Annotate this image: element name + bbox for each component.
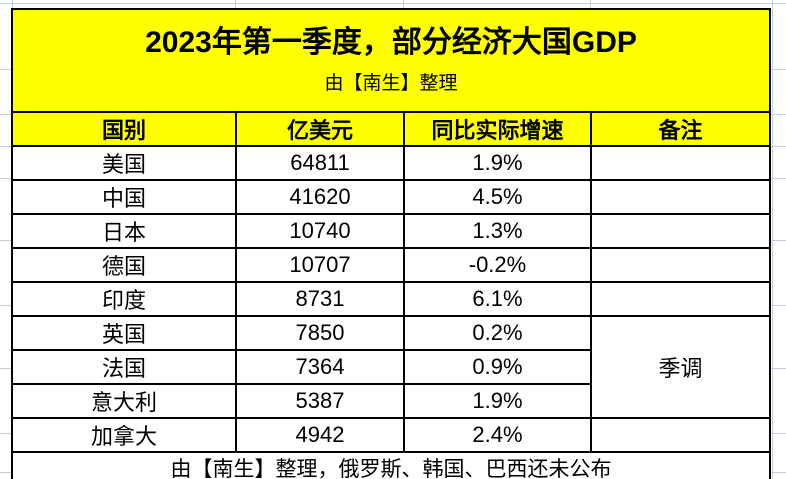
country-cell: 中国 bbox=[11, 179, 237, 215]
table-row: 日本 10740 1.3% bbox=[11, 213, 771, 249]
growth-cell: 1.9% bbox=[403, 383, 592, 419]
excel-gridline bbox=[0, 3, 786, 4]
table-title: 2023年第一季度，部分经济大国GDP bbox=[145, 26, 637, 59]
gdp-table: 2023年第一季度，部分经济大国GDP 由【南生】整理 国别 亿美元 同比实际增… bbox=[11, 8, 771, 479]
column-header-growth: 同比实际增速 bbox=[403, 111, 592, 147]
column-header-country: 国别 bbox=[11, 111, 237, 147]
note-cell bbox=[590, 213, 771, 249]
country-cell: 加拿大 bbox=[11, 417, 237, 453]
growth-cell: 1.9% bbox=[403, 145, 592, 181]
country-cell: 英国 bbox=[11, 315, 237, 351]
note-cell bbox=[590, 145, 771, 181]
note-cell bbox=[590, 247, 771, 283]
growth-cell: -0.2% bbox=[403, 247, 592, 283]
note-merged-cell: 季调 bbox=[590, 315, 771, 419]
growth-cell: 0.9% bbox=[403, 349, 592, 385]
note-cell bbox=[590, 179, 771, 215]
excel-gridline bbox=[772, 0, 773, 479]
table-row: 美国 64811 1.9% bbox=[11, 145, 771, 181]
gdp-cell: 7850 bbox=[235, 315, 405, 351]
growth-cell: 6.1% bbox=[403, 281, 592, 317]
growth-cell: 2.4% bbox=[403, 417, 592, 453]
table-row: 印度 8731 6.1% bbox=[11, 281, 771, 317]
growth-cell: 0.2% bbox=[403, 315, 592, 351]
gdp-cell: 7364 bbox=[235, 349, 405, 385]
gdp-cell: 5387 bbox=[235, 383, 405, 419]
gdp-cell: 41620 bbox=[235, 179, 405, 215]
table-row: 意大利 5387 1.9% bbox=[11, 383, 770, 419]
table-row: 中国 41620 4.5% bbox=[11, 179, 771, 215]
column-header-note: 备注 bbox=[590, 111, 771, 147]
footer-row: 由【南生】整理，俄罗斯、韩国、巴西还未公布 bbox=[11, 451, 771, 479]
country-cell: 意大利 bbox=[11, 383, 237, 419]
table-footer: 由【南生】整理，俄罗斯、韩国、巴西还未公布 bbox=[11, 451, 771, 479]
gdp-cell: 4942 bbox=[235, 417, 405, 453]
table-row: 法国 7364 0.9% bbox=[11, 349, 770, 385]
table-subtitle: 由【南生】整理 bbox=[324, 73, 458, 94]
table-row: 加拿大 4942 2.4% bbox=[11, 417, 771, 453]
gdp-cell: 10740 bbox=[235, 213, 405, 249]
growth-cell: 4.5% bbox=[403, 179, 592, 215]
country-cell: 法国 bbox=[11, 349, 237, 385]
table-title-cell: 2023年第一季度，部分经济大国GDP 由【南生】整理 bbox=[11, 8, 771, 113]
column-header-row: 国别 亿美元 同比实际增速 备注 bbox=[11, 111, 771, 147]
title-row: 2023年第一季度，部分经济大国GDP 由【南生】整理 bbox=[11, 8, 771, 113]
note-cell bbox=[590, 417, 771, 453]
country-cell: 印度 bbox=[11, 281, 237, 317]
country-cell: 德国 bbox=[11, 247, 237, 283]
table-row: 德国 10707 -0.2% bbox=[11, 247, 771, 283]
country-cell: 美国 bbox=[11, 145, 237, 181]
table-row: 英国 7850 0.2% 季调 bbox=[11, 315, 771, 419]
country-cell: 日本 bbox=[11, 213, 237, 249]
growth-cell: 1.3% bbox=[403, 213, 592, 249]
note-cell bbox=[590, 281, 771, 317]
gdp-cell: 64811 bbox=[235, 145, 405, 181]
gdp-cell: 10707 bbox=[235, 247, 405, 283]
gdp-cell: 8731 bbox=[235, 281, 405, 317]
column-header-gdp: 亿美元 bbox=[235, 111, 405, 147]
